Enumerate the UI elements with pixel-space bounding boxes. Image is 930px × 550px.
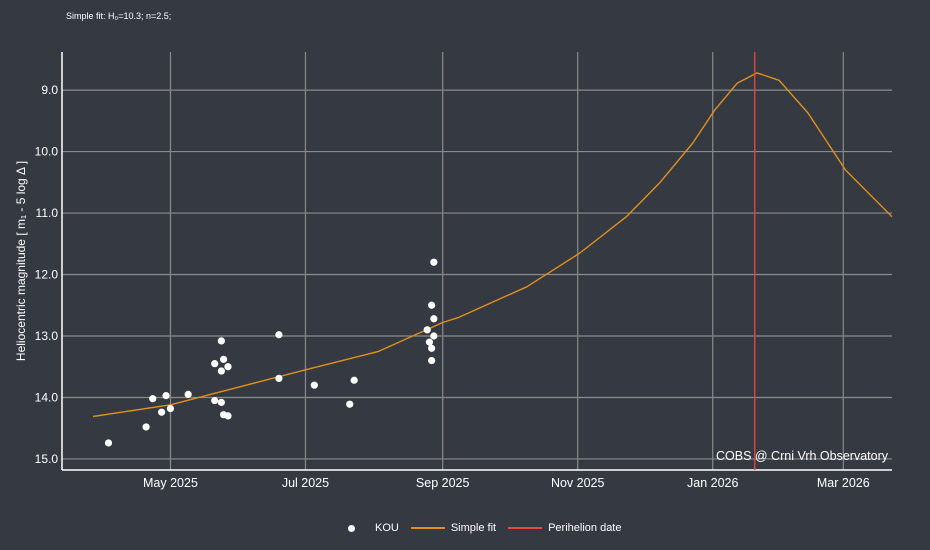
x-tick-label: Nov 2025 bbox=[551, 476, 605, 490]
data-point bbox=[211, 396, 219, 405]
data-point bbox=[428, 344, 436, 352]
y-tick-label: 12.0 bbox=[35, 268, 59, 282]
data-point bbox=[217, 367, 225, 375]
data-point bbox=[275, 374, 283, 383]
y-tick-label: 9.0 bbox=[41, 83, 58, 97]
y-tick-label: 10.0 bbox=[35, 145, 59, 159]
data-point bbox=[211, 360, 219, 368]
x-tick-label: May 2025 bbox=[143, 476, 198, 490]
chart-subtitle: Simple fit: H₀=10.3; n=2.5; bbox=[66, 11, 172, 21]
data-point bbox=[217, 337, 225, 345]
data-point bbox=[184, 390, 192, 398]
x-tick-label: Jan 2026 bbox=[687, 476, 738, 490]
data-point bbox=[428, 356, 436, 365]
chart-marks bbox=[92, 52, 893, 470]
data-point bbox=[104, 439, 113, 447]
scatter-marker-icon bbox=[348, 524, 355, 532]
y-tick-label: 11.0 bbox=[36, 206, 59, 220]
legend: KOU Simple fit Perihelion date bbox=[348, 522, 633, 534]
y-tick-label: 15.0 bbox=[35, 452, 59, 466]
data-point bbox=[430, 332, 438, 340]
x-tick-label: Mar 2026 bbox=[817, 476, 870, 490]
data-point bbox=[224, 363, 232, 371]
data-point bbox=[350, 376, 358, 384]
data-point bbox=[346, 400, 354, 408]
line-marker-icon bbox=[508, 527, 543, 529]
data-point bbox=[224, 412, 232, 420]
data-point bbox=[425, 338, 434, 346]
data-point bbox=[158, 408, 166, 416]
y-tick-label: 14.0 bbox=[35, 390, 59, 404]
legend-item-perihelion[interactable]: Perihelion date bbox=[508, 522, 621, 534]
axes: 9.0 10.0 11.0 12.0 13.0 14.0 15.0 May 2025 Jul 2… bbox=[35, 52, 892, 490]
magnitude-chart: 9.0 10.0 11.0 12.0 13.0 14.0 15.0 May 2025 Jul 2… bbox=[14, 52, 893, 490]
line-marker-icon bbox=[410, 527, 445, 529]
data-point bbox=[423, 326, 431, 334]
data-point bbox=[166, 404, 175, 413]
data-point bbox=[217, 398, 225, 406]
y-axis-label: Heliocentric magnitude [ m₁ - 5 log Δ ] bbox=[14, 161, 28, 361]
grid bbox=[62, 52, 892, 470]
x-tick-label: Sep 2025 bbox=[416, 476, 470, 490]
data-point bbox=[142, 423, 150, 431]
data-point bbox=[430, 315, 438, 323]
data-point bbox=[149, 395, 157, 403]
y-tick-label: 13.0 bbox=[35, 329, 59, 343]
legend-label: Perihelion date bbox=[548, 522, 622, 534]
legend-item-kou[interactable]: KOU bbox=[348, 522, 399, 534]
data-point bbox=[275, 331, 283, 339]
x-tick-label: Jul 2025 bbox=[282, 476, 329, 490]
data-point bbox=[219, 355, 228, 363]
data-point bbox=[310, 381, 318, 389]
credit-annotation: COBS @ Crni Vrh Observatory bbox=[716, 449, 889, 463]
legend-label: KOU bbox=[375, 522, 399, 534]
legend-item-simple-fit[interactable]: Simple fit bbox=[410, 522, 497, 534]
legend-label: Simple fit bbox=[450, 522, 497, 534]
data-point bbox=[428, 301, 436, 309]
data-point bbox=[162, 392, 170, 400]
fit-line bbox=[92, 72, 893, 418]
data-point bbox=[430, 258, 438, 266]
